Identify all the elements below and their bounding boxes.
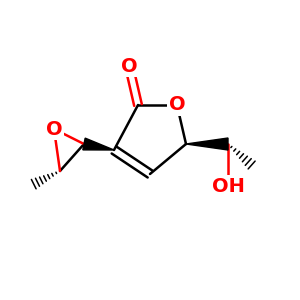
Polygon shape <box>186 138 228 150</box>
Text: O: O <box>121 56 137 76</box>
Text: OH: OH <box>212 176 244 196</box>
Text: O: O <box>169 95 185 115</box>
Polygon shape <box>83 138 114 150</box>
Text: O: O <box>46 119 62 139</box>
